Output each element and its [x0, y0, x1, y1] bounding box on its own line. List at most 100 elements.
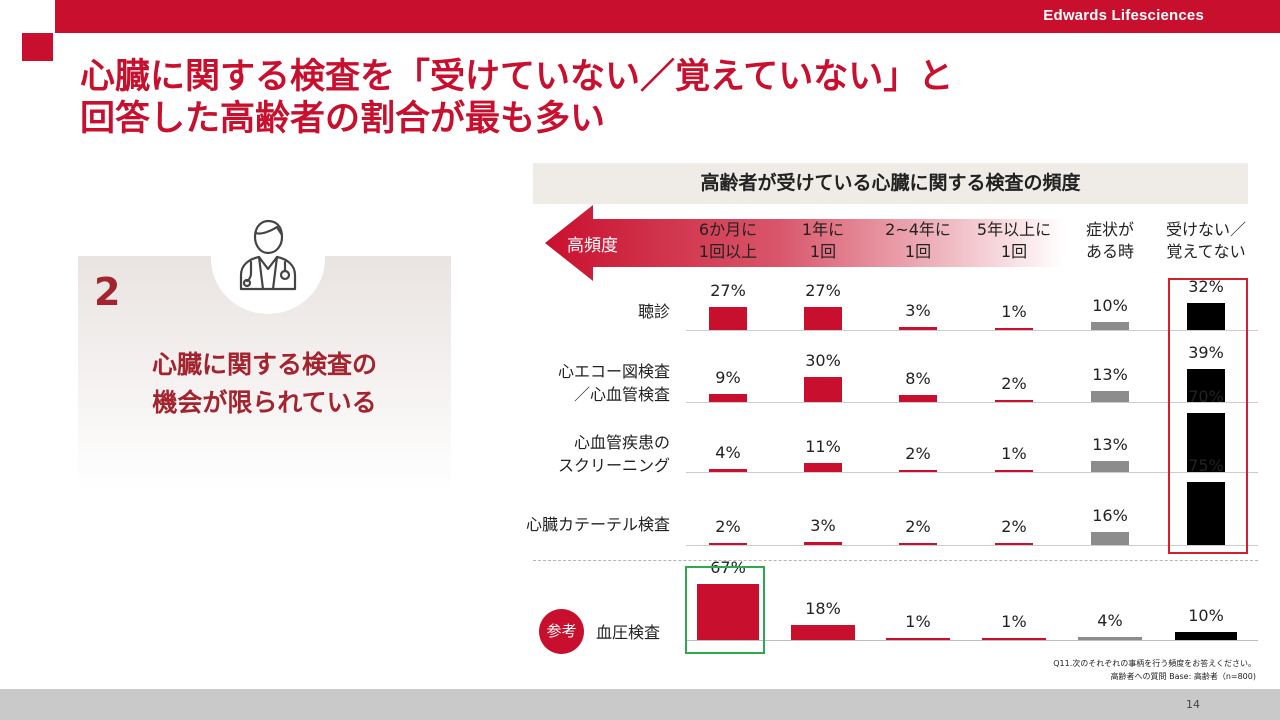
bar-value-label: 27%	[710, 281, 746, 301]
bar	[1187, 303, 1225, 330]
bar	[804, 462, 842, 472]
bar-value-label: 1%	[1001, 302, 1027, 321]
bar	[709, 394, 747, 402]
bar	[791, 624, 855, 640]
baseline	[686, 640, 1258, 641]
bar-value-label: 39%	[1188, 343, 1224, 363]
bar-value-label: 1%	[1001, 444, 1027, 463]
bar	[995, 470, 1033, 472]
bar-value-label: 27%	[805, 281, 841, 301]
footnote-line-1: Q11.次のそれぞれの事柄を行う頻度をお答えください。	[1053, 659, 1256, 668]
bar-value-label: 1%	[1001, 612, 1027, 631]
column-header-line: 症状が	[1085, 220, 1134, 239]
key-point-text: 心臓に関する検査の 機会が限られている	[78, 346, 451, 422]
column-header: 5年以上に 1回	[964, 219, 1064, 263]
bar	[1187, 482, 1225, 545]
bar-value-label: 2%	[905, 444, 931, 463]
column-header: 症状が ある時	[1060, 219, 1160, 263]
row-separator	[686, 402, 1258, 403]
column-header-line: 1回	[809, 242, 837, 261]
row-label-line: スクリーニング	[557, 456, 670, 475]
bar	[1091, 461, 1129, 472]
row-label-line: 血圧検査	[596, 622, 661, 642]
bar-value-label: 9%	[715, 368, 741, 388]
bar-value-label: 1%	[905, 612, 931, 631]
bar-value-label: 8%	[905, 369, 931, 389]
bar	[982, 638, 1046, 640]
high-frequency-label: 高頻度	[567, 236, 618, 256]
bar-value-label: 75%	[1188, 456, 1224, 475]
bar	[899, 470, 937, 472]
bar-value-label: 3%	[810, 516, 836, 536]
bar-value-label: 30%	[805, 350, 841, 370]
bar-value-label: 32%	[1188, 277, 1224, 297]
row-label-line: 心エコー図検査	[557, 362, 670, 381]
column-header: 受けない／ 覚えてない	[1156, 219, 1256, 263]
bar	[1078, 636, 1142, 640]
bar	[709, 468, 747, 472]
column-header-line: ある時	[1085, 242, 1134, 261]
bar-value-label: 2%	[715, 517, 741, 536]
bar-value-label: 70%	[1188, 387, 1224, 407]
row-label: 心エコー図検査 ／心血管検査	[558, 360, 670, 406]
row-label: 心臓カテーテル検査	[526, 513, 670, 536]
title-line-2: 回答した高齢者の割合が最も多い	[80, 99, 606, 139]
bar-value-label: 18%	[805, 598, 841, 618]
column-header-line: 1回	[904, 242, 932, 261]
bar-value-label: 3%	[905, 301, 931, 321]
bar	[709, 307, 747, 330]
row-separator	[686, 545, 1258, 546]
bar	[697, 583, 759, 640]
column-header-line: 1年に	[801, 220, 845, 239]
bar	[709, 543, 747, 545]
row-label: 心血管疾患の スクリーニング	[558, 431, 670, 477]
doctor-icon-circle	[211, 203, 325, 314]
title-line-1: 心臓に関する検査を「受けていない／覚えていない」と	[80, 57, 954, 97]
bar	[804, 376, 842, 402]
bar	[899, 327, 937, 330]
row-label: 血圧検査	[596, 621, 660, 644]
column-header-line: 1回	[1000, 242, 1028, 261]
highlight-box-blood-pressure	[685, 566, 765, 654]
bar-value-label: 4%	[715, 442, 741, 462]
bar	[995, 400, 1033, 402]
row-label: 聴診	[638, 300, 670, 323]
column-header-line: 6か月に	[698, 220, 758, 239]
doctor-icon	[239, 219, 297, 291]
bar-value-label: 4%	[1097, 610, 1123, 630]
row-label-line: ／心血管検査	[573, 385, 670, 404]
bar	[1187, 413, 1225, 472]
bar	[886, 638, 950, 640]
chart-title: 高齢者が受けている心臓に関する検査の頻度	[533, 163, 1248, 204]
bar	[1091, 531, 1129, 545]
bar-value-label: 13%	[1092, 365, 1128, 385]
bar-value-label: 2%	[1001, 374, 1027, 393]
reference-divider	[533, 560, 1258, 561]
frequency-arrow	[545, 205, 1065, 281]
bar	[899, 395, 937, 402]
footer-bar: 14	[0, 689, 1280, 720]
bar	[995, 543, 1033, 545]
column-header-line: 受けない／	[1165, 220, 1246, 239]
bar-value-label: 16%	[1092, 505, 1128, 525]
page-number: 14	[1186, 698, 1200, 711]
key-point-line-2: 機会が限られている	[152, 388, 377, 417]
bar	[1091, 321, 1129, 330]
column-header-line: 覚えてない	[1166, 242, 1246, 261]
row-separator	[686, 330, 1258, 331]
bar-value-label: 10%	[1092, 295, 1128, 315]
bar-value-label: 11%	[805, 436, 841, 456]
key-point-line-1: 心臓に関する検査の	[151, 350, 377, 379]
bar	[899, 543, 937, 545]
bar	[804, 307, 842, 330]
column-header-line: 2~4年に	[885, 220, 951, 239]
bar	[804, 542, 842, 545]
bar-value-label: 13%	[1092, 435, 1128, 455]
bar-value-label: 2%	[905, 517, 931, 536]
bar	[1187, 369, 1225, 402]
footnote: Q11.次のそれぞれの事柄を行う頻度をお答えください。 高齢者への質問 Base…	[1053, 657, 1256, 683]
footnote-line-2: 高齢者への質問 Base: 高齢者（n=800)	[1110, 672, 1256, 681]
column-header-line: 1回以上	[698, 242, 758, 261]
column-header: 2~4年に 1回	[868, 219, 968, 263]
reference-badge: 参考	[539, 609, 584, 654]
